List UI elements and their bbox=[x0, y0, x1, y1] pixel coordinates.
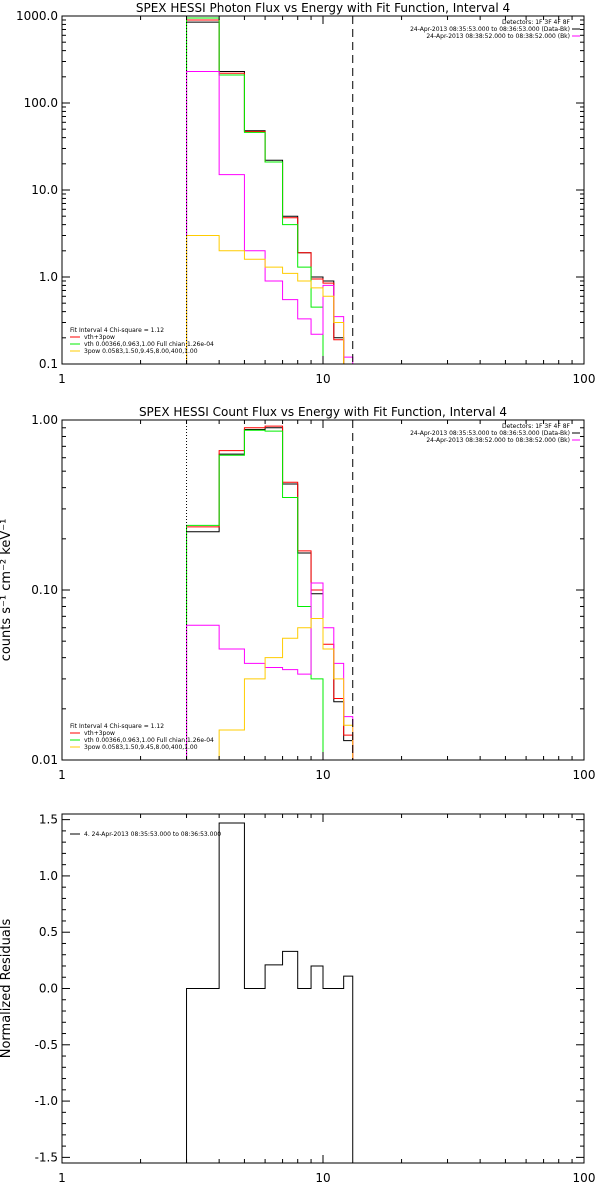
x-tick-label: 1 bbox=[58, 768, 66, 782]
legend-entry: 3pow 0.0583,1.50,9.45,8.00,400,1.00 bbox=[84, 744, 198, 751]
x-tick-label: 10 bbox=[315, 768, 330, 782]
y-tick-label: 0.0 bbox=[39, 982, 58, 996]
x-tick-label: 100 bbox=[573, 768, 596, 782]
y-axis-label: counts s⁻¹ cm⁻² keV⁻¹ bbox=[0, 519, 14, 662]
x-tick-label: 100 bbox=[573, 372, 596, 386]
y-tick-label: -0.5 bbox=[35, 1038, 58, 1052]
y-tick-label: 1.0 bbox=[39, 270, 58, 284]
series-3-step-line bbox=[186, 17, 324, 364]
chart-title: SPEX HESSI Count Flux vs Energy with Fit… bbox=[139, 405, 507, 419]
legend-entry: vth 0.00366,0.963,1.00 Full chian 1.26e-… bbox=[84, 341, 214, 348]
series-2-step-line bbox=[186, 425, 354, 760]
series-4-step-line bbox=[186, 71, 354, 364]
y-tick-label: 1.0 bbox=[39, 869, 58, 883]
series-5-step-line bbox=[186, 234, 354, 364]
data-interval-label: 24-Apr-2013 08:35:53.000 to 08:36:53.000… bbox=[410, 430, 570, 437]
panel-2: 1 10 100 0.01 0.10 1.00 SPEX HESSI Count Flux … bbox=[0, 405, 596, 782]
panel-3: 1 10 100 -1.5 -1.0 -0.5 0.0 0.5 1.0 1.5 Normalized… bbox=[0, 813, 596, 1185]
y-tick-label: 1.5 bbox=[39, 813, 58, 827]
series-1-step-line bbox=[186, 822, 354, 1163]
series-4-step-line bbox=[186, 582, 354, 760]
y-tick-label: 1.00 bbox=[31, 413, 58, 427]
residual-legend-entry: 4. 24-Apr-2013 08:35:53.000 to 08:36:53.… bbox=[84, 831, 221, 838]
y-tick-label: -1.5 bbox=[35, 1150, 58, 1164]
fit-legend-header: Fit Interval 4 Chi-square = 1.12 bbox=[70, 327, 164, 334]
detectors-label: Detectors: 1F 3F 4F 8F bbox=[502, 423, 571, 430]
series-2-step-line bbox=[186, 19, 354, 364]
panel-1: 1 10 100 0.1 1.0 10.0 100.0 1000.0 SPEX HESSI Ph… bbox=[16, 1, 596, 386]
series-1-step-line bbox=[186, 427, 354, 760]
y-tick-label: 100.0 bbox=[24, 96, 58, 110]
legend-entry: 3pow 0.0583,1.50,9.45,8.00,400,1.00 bbox=[84, 348, 198, 355]
data-interval-label: 24-Apr-2013 08:35:53.000 to 08:36:53.000… bbox=[410, 26, 570, 33]
background-interval-label: 24-Apr-2013 08:38:52.000 to 08:38:52.000… bbox=[426, 33, 570, 40]
chart-title: SPEX HESSI Photon Flux vs Energy with Fi… bbox=[136, 1, 510, 15]
series-3-step-line bbox=[186, 429, 324, 760]
series-5-step-line bbox=[218, 617, 354, 760]
y-tick-label: 10.0 bbox=[31, 183, 58, 197]
plot-area bbox=[186, 16, 354, 364]
y-tick-label: 1000.0 bbox=[16, 9, 58, 23]
legend-entry: vth+3pow bbox=[84, 334, 115, 341]
y-tick-label: -1.0 bbox=[35, 1094, 58, 1108]
detectors-label: Detectors: 1F 3F 4F 8F bbox=[502, 19, 571, 26]
fit-legend-header: Fit Interval 4 Chi-square = 1.12 bbox=[70, 723, 164, 730]
y-tick-label: 0.5 bbox=[39, 925, 58, 939]
background-interval-label: 24-Apr-2013 08:38:52.000 to 08:38:52.000… bbox=[426, 437, 570, 444]
plot-area bbox=[186, 822, 354, 1163]
series-1-step-line bbox=[186, 21, 354, 364]
x-tick-label: 10 bbox=[315, 1171, 330, 1185]
legend-entry: vth 0.00366,0.963,1.00 Full chian 1.26e-… bbox=[84, 737, 214, 744]
x-tick-label: 100 bbox=[573, 1171, 596, 1185]
y-tick-label: 0.1 bbox=[39, 357, 58, 371]
x-tick-label: 1 bbox=[58, 1171, 66, 1185]
x-tick-label: 10 bbox=[315, 372, 330, 386]
y-tick-label: 0.01 bbox=[31, 753, 58, 767]
y-tick-label: 0.10 bbox=[31, 583, 58, 597]
legend-entry: vth+3pow bbox=[84, 730, 115, 737]
plot-area bbox=[186, 420, 354, 760]
y-axis-label: Normalized Residuals bbox=[0, 919, 14, 1059]
x-tick-label: 1 bbox=[58, 372, 66, 386]
